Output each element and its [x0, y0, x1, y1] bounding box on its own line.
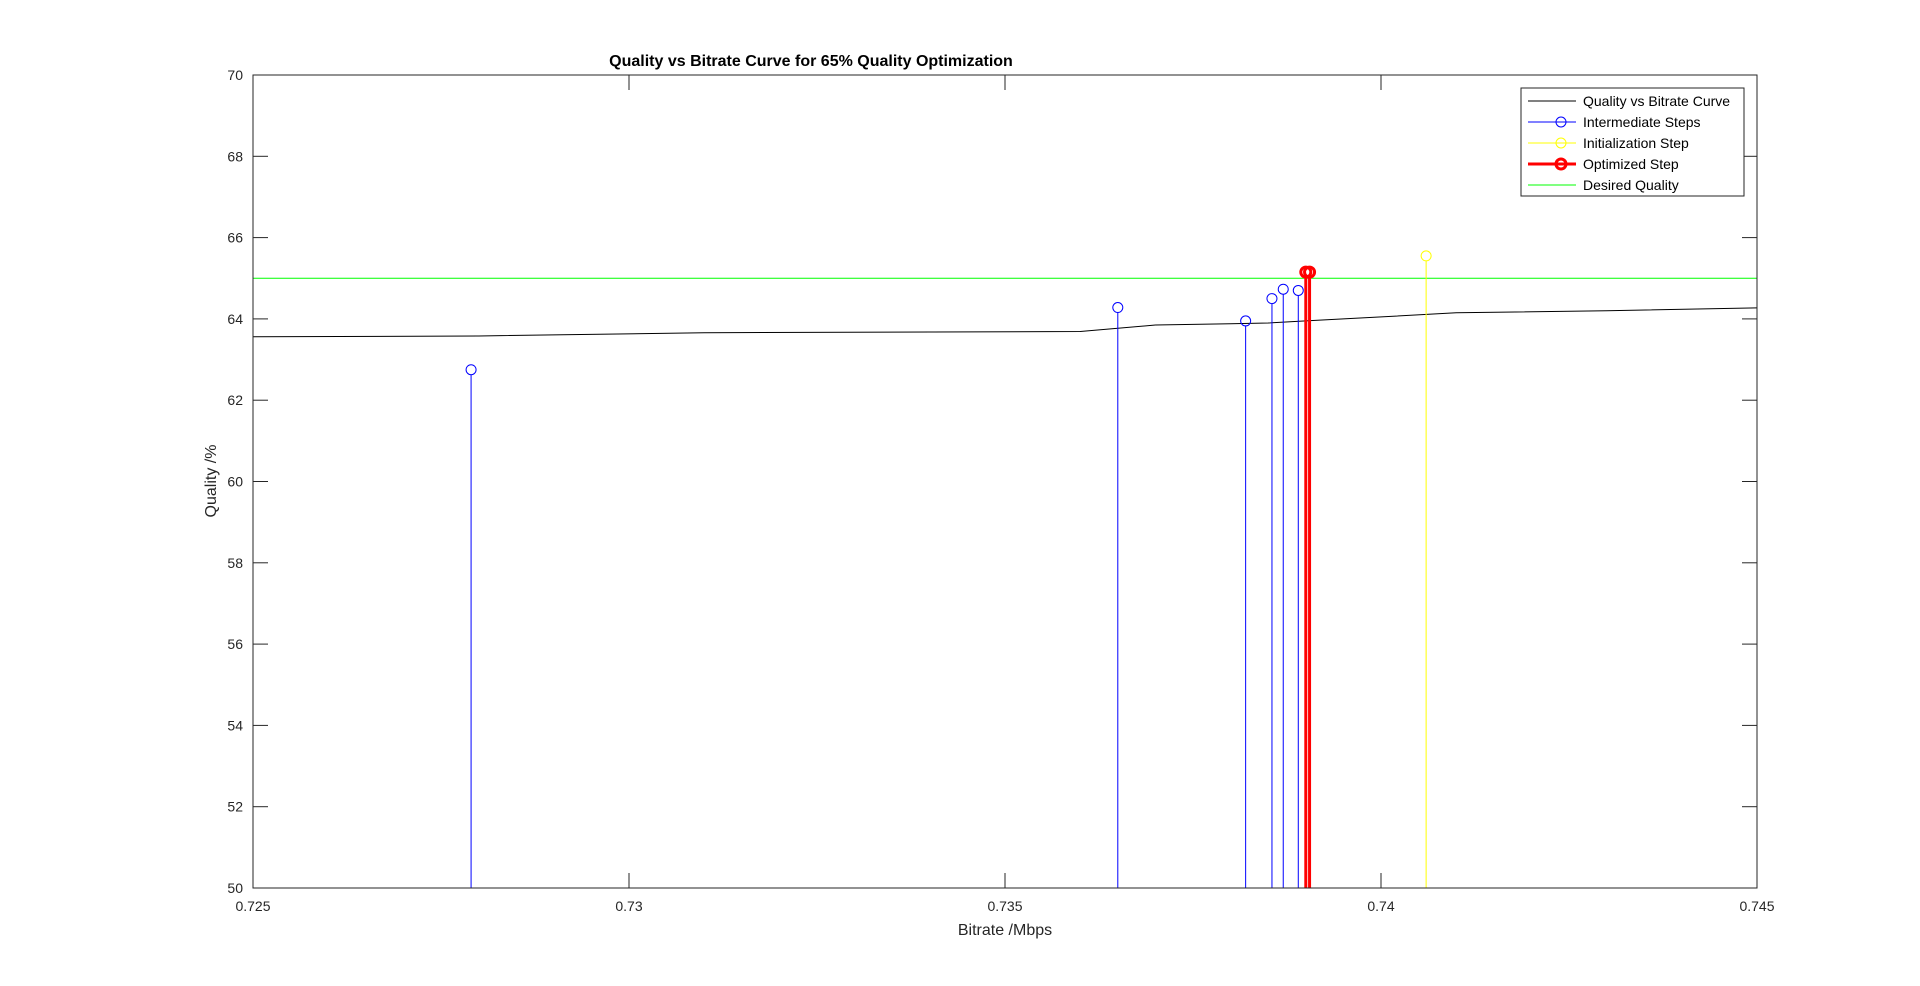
initialization-step-marker: [1420, 250, 1432, 262]
x-tick-label: 0.74: [1367, 898, 1394, 914]
data-layer: [252, 250, 1758, 888]
legend-entry-curve: Quality vs Bitrate Curve: [1528, 93, 1730, 109]
intermediate-step-marker: [1240, 315, 1252, 327]
axes-background: [253, 75, 1757, 888]
x-tick-label: 0.745: [1739, 898, 1774, 914]
legend-entry-desired: Desired Quality: [1528, 177, 1679, 193]
optimized-step-marker: [1303, 265, 1317, 279]
plot-area: 0.725 0.73 0.735 0.74 0.745 50 52 54 56 58 60 62 64…: [227, 67, 1774, 914]
quality-bitrate-curve: [252, 307, 1758, 338]
legend-intermediate-marker: [1555, 116, 1567, 128]
y-tick-label: 62: [227, 392, 243, 408]
y-tick-label: 56: [227, 636, 243, 652]
y-tick-label: 66: [227, 230, 243, 246]
intermediate-step-marker: [465, 364, 477, 376]
intermediate-step-marker: [1292, 284, 1304, 296]
legend[interactable]: Quality vs Bitrate Curve Intermediate St…: [1520, 87, 1745, 197]
legend-intermediate-label: Intermediate Steps: [1583, 114, 1701, 130]
y-tick-label: 50: [227, 880, 243, 896]
x-tick-label: 0.735: [987, 898, 1022, 914]
y-tick-label: 70: [227, 67, 243, 83]
intermediate-step-marker: [1277, 283, 1289, 295]
legend-curve-label: Quality vs Bitrate Curve: [1583, 93, 1730, 109]
x-tick-label: 0.73: [615, 898, 642, 914]
intermediate-step-marker: [1112, 302, 1124, 314]
x-axis: 0.725 0.73 0.735 0.74 0.745: [235, 75, 1775, 914]
chart-title: Quality vs Bitrate Curve for 65% Quality…: [609, 53, 1013, 70]
y-tick-label: 54: [227, 717, 243, 733]
legend-entry-optimized: Optimized Step: [1528, 156, 1679, 172]
intermediate-step-marker: [1266, 293, 1278, 305]
legend-entry-initialization: Initialization Step: [1528, 135, 1689, 151]
y-tick-label: 58: [227, 555, 243, 571]
legend-desired-label: Desired Quality: [1583, 177, 1679, 193]
y-tick-label: 52: [227, 799, 243, 815]
legend-entry-intermediate: Intermediate Steps: [1528, 114, 1701, 130]
legend-optimized-marker: [1554, 157, 1568, 171]
legend-initialization-label: Initialization Step: [1583, 135, 1689, 151]
x-axis-label: Bitrate /Mbps: [958, 922, 1052, 939]
legend-initialization-marker: [1555, 137, 1567, 149]
y-axis-label: Quality /%: [203, 445, 220, 518]
y-tick-label: 64: [227, 311, 243, 327]
legend-optimized-label: Optimized Step: [1583, 156, 1679, 172]
y-tick-label: 68: [227, 148, 243, 164]
legend-box: [1520, 87, 1745, 197]
x-tick-label: 0.725: [235, 898, 270, 914]
y-tick-label: 60: [227, 474, 243, 490]
